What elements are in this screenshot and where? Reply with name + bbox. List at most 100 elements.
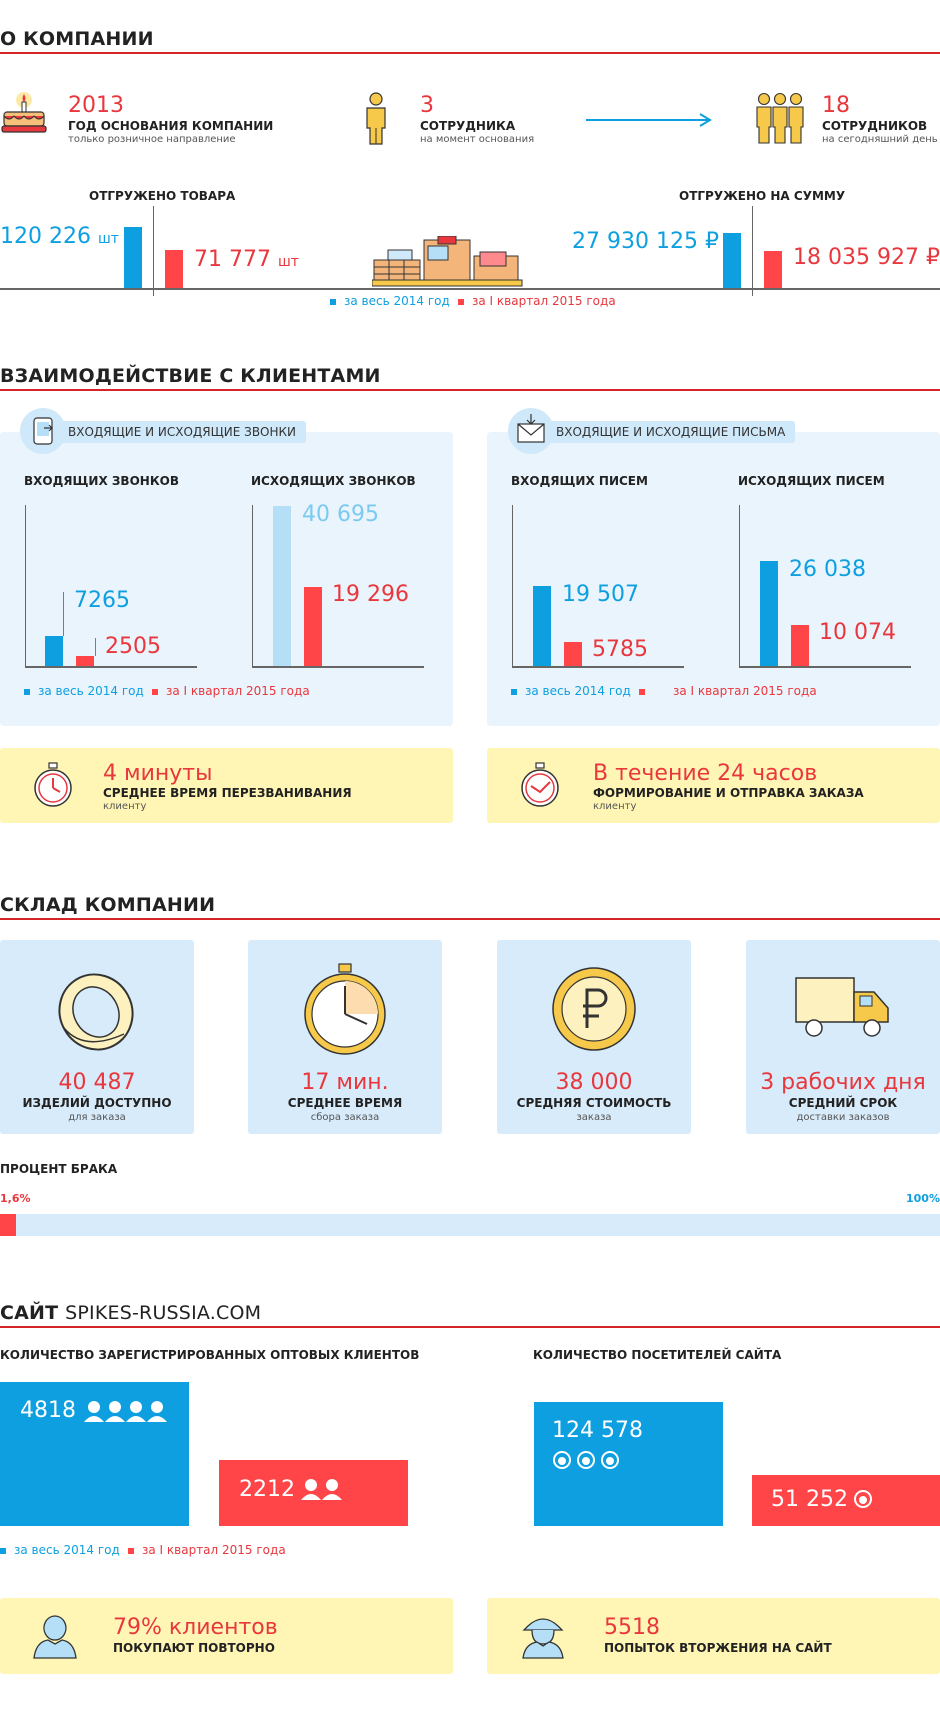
warehouse-tile-time: 17 мин. СРЕДНЕЕ ВРЕМЯ сбора заказа <box>248 940 442 1134</box>
user-icon <box>30 1612 80 1660</box>
phone-icon <box>20 408 66 454</box>
cake-icon <box>0 88 48 144</box>
letters-panel <box>487 432 940 726</box>
calls-panel <box>0 432 453 726</box>
axis-x <box>512 666 684 668</box>
calls-out-2015-bar <box>304 587 322 666</box>
clients-2014-value: 4818 <box>20 1398 76 1423</box>
boxes-pallet-icon <box>371 235 526 288</box>
site-clients-title: КОЛИЧЕСТВО ЗАРЕГИСТРИРОВАННЫХ ОПТОВЫХ КЛ… <box>0 1348 420 1362</box>
axis-x <box>25 666 197 668</box>
truck-icon <box>794 976 894 1040</box>
tile-label: СРЕДНЕЕ ВРЕМЯ <box>287 1096 403 1110</box>
tile-value: 40 487 <box>58 1070 136 1095</box>
visitors-2014-value: 124 578 <box>552 1418 643 1443</box>
baseline <box>0 288 940 290</box>
repeat-box <box>0 1598 453 1674</box>
order-sub: клиенту <box>593 801 637 812</box>
now-staff-sub: на сегодняшний день <box>822 134 938 145</box>
shipped-sum-2015-bar <box>764 251 782 288</box>
tile-label: СРЕДНИЙ СРОК <box>788 1096 898 1110</box>
person-icon <box>364 92 388 146</box>
users-icon <box>301 1478 343 1500</box>
order-value: В течение 24 часов <box>593 761 818 786</box>
warehouse-tile-items: 40 487 ИЗДЕЛИЙ ДОСТУПНО для заказа <box>0 940 194 1134</box>
tile-sub: сбора заказа <box>310 1112 380 1123</box>
legend-2015: за I квартал 2015 года <box>152 684 310 698</box>
calls-tag: ВХОДЯЩИЕ И ИСХОДЯЩИЕ ЗВОНКИ <box>42 421 307 443</box>
shipped-goods-title: ОТГРУЖЕНО ТОВАРА <box>89 189 236 203</box>
section-rule <box>0 52 940 54</box>
legend-2015: за I квартал 2015 года <box>458 294 616 308</box>
tile-value: 38 000 <box>555 1070 633 1095</box>
users-icon <box>84 1400 168 1422</box>
shipped-goods-2014: 120 226 шт <box>0 224 119 249</box>
calls-in-2014-bar <box>45 636 63 666</box>
shipped-sum-title: ОТГРУЖЕНО НА СУММУ <box>679 189 846 203</box>
callback-box <box>0 748 453 823</box>
arrow-right-icon <box>586 112 712 127</box>
section-title-site: САЙТ SPIKES-RUSSIA.COM <box>0 1302 262 1324</box>
intrusion-box <box>487 1598 940 1674</box>
letters-out-title: ИСХОДЯЩИХ ПИСЕМ <box>738 474 885 488</box>
intrusion-value: 5518 <box>604 1615 660 1640</box>
shipped-goods-2015: 71 777 шт <box>194 247 299 272</box>
letters-out-2014: 26 038 <box>789 557 866 582</box>
founded-year: 2013 <box>68 93 124 118</box>
divider <box>153 206 154 296</box>
calls-in-2015: 2505 <box>105 634 161 659</box>
leader-line <box>95 638 96 656</box>
tile-label: СРЕДНЯЯ СТОИМОСТЬ <box>516 1096 672 1110</box>
legend-2015: за I квартал 2015 года <box>639 684 817 698</box>
letters-in-title: ВХОДЯЩИХ ПИСЕМ <box>511 474 648 488</box>
letters-out-2014-bar <box>760 561 778 666</box>
site-visitors-title: КОЛИЧЕСТВО ПОСЕТИТЕЛЕЙ САЙТА <box>533 1348 782 1362</box>
tile-label: ИЗДЕЛИЙ ДОСТУПНО <box>22 1096 172 1110</box>
legend-2014: за весь 2014 год <box>0 1543 120 1557</box>
callback-label: СРЕДНЕЕ ВРЕМЯ ПЕРЕЗВАНИВАНИЯ <box>103 786 352 800</box>
ruble-coin-icon <box>551 966 637 1052</box>
callback-sub: клиенту <box>103 801 147 812</box>
calls-out-2015: 19 296 <box>332 582 409 607</box>
warehouse-tile-delivery: 3 рабочих дня СРЕДНИЙ СРОК доставки зака… <box>746 940 940 1134</box>
visitors-2015-bar: 51 252 <box>752 1475 940 1526</box>
legend-2014: за весь 2014 год <box>330 294 450 308</box>
repeat-label: ПОКУПАЮТ ПОВТОРНО <box>113 1641 275 1655</box>
visitors-2015-value: 51 252 <box>771 1487 848 1512</box>
calls-in-title: ВХОДЯЩИХ ЗВОНКОВ <box>24 474 179 488</box>
letters-out-2015: 10 074 <box>819 620 896 645</box>
section-title-warehouse: СКЛАД КОМПАНИИ <box>0 894 216 916</box>
callback-value: 4 минуты <box>103 761 213 786</box>
warehouse-tile-cost: 38 000 СРЕДНЯЯ СТОИМОСТЬ заказа <box>497 940 691 1134</box>
now-staff-count: 18 <box>822 93 850 118</box>
founded-label: ГОД ОСНОВАНИЯ КОМПАНИИ <box>68 119 274 133</box>
axis-x <box>739 666 911 668</box>
start-staff-count: 3 <box>420 93 434 118</box>
defect-title: ПРОЦЕНТ БРАКА <box>0 1162 118 1176</box>
shipped-sum-2015: 18 035 927 ₽ <box>793 245 940 270</box>
tile-value: 3 рабочих дня <box>760 1070 926 1095</box>
section-title-clients: ВЗАИМОДЕЙСТВИЕ С КЛИЕНТАМИ <box>0 365 381 387</box>
letters-in-2014: 19 507 <box>562 582 639 607</box>
clients-2014-bar: 4818 <box>0 1382 189 1526</box>
tile-sub: для заказа <box>68 1112 126 1123</box>
tile-sub: доставки заказов <box>796 1112 890 1123</box>
section-title-company: О КОМПАНИИ <box>0 28 154 50</box>
legend-2015: за I квартал 2015 года <box>128 1543 286 1557</box>
calls-out-2014: 40 695 <box>302 502 379 527</box>
legend-2014: за весь 2014 год <box>24 684 144 698</box>
letters-tag: ВХОДЯЩИЕ И ИСХОДЯЩИЕ ПИСЬМА <box>530 421 796 443</box>
legend-2014: за весь 2014 год <box>511 684 631 698</box>
section-rule <box>0 1326 940 1328</box>
leader-line <box>63 592 64 636</box>
tape-roll-icon <box>50 966 142 1056</box>
letters-in-2015: 5785 <box>592 637 648 662</box>
order-label: ФОРМИРОВАНИЕ И ОТПРАВКА ЗАКАЗА <box>593 786 864 800</box>
repeat-value: 79% клиентов <box>113 1615 278 1640</box>
visitors-2014-bar: 124 578 <box>534 1402 723 1526</box>
axis-y <box>252 505 253 668</box>
defect-value: 1,6% <box>0 1192 31 1205</box>
calls-in-2015-bar <box>76 656 94 666</box>
defect-max: 100% <box>906 1192 940 1205</box>
founded-sub: только розничное направление <box>68 134 236 145</box>
